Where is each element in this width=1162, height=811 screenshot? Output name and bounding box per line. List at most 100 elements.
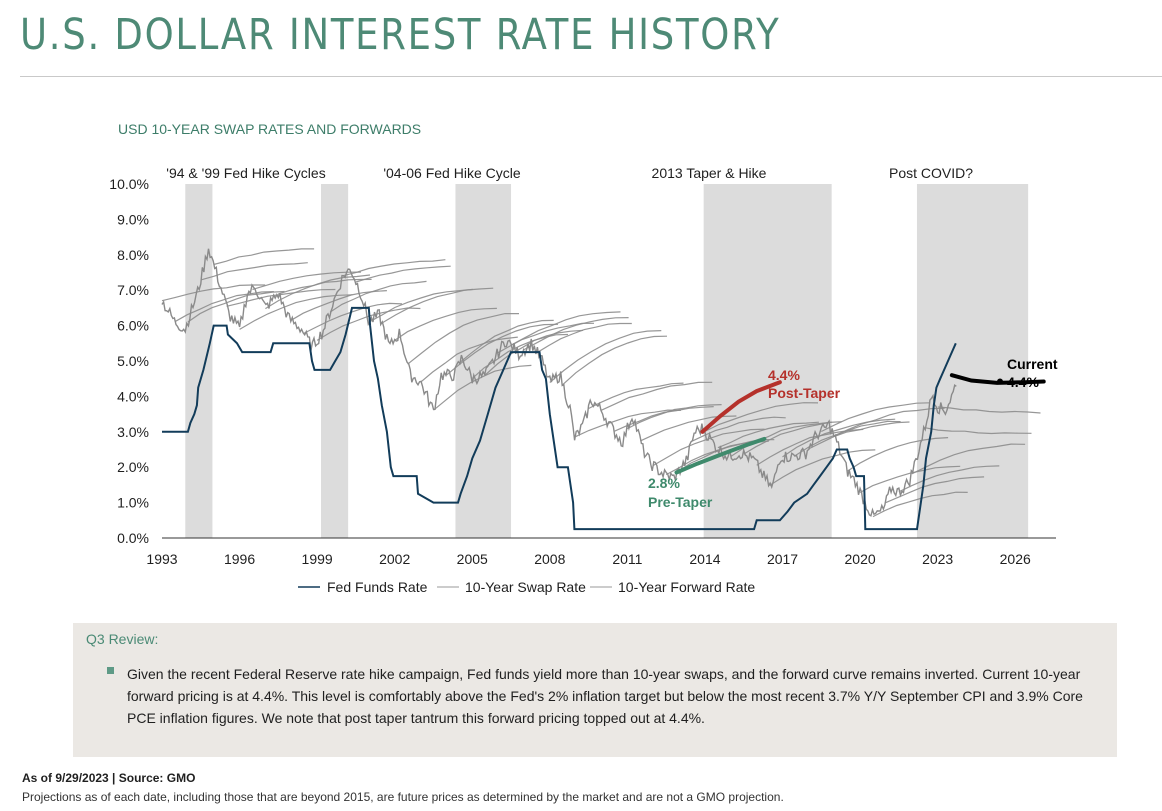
rate-history-chart: '94 & '99 Fed Hike Cycles '04-06 Fed Hike…	[109, 165, 1058, 595]
x-tick-label: 1993	[146, 551, 177, 567]
y-tick-label: 1.0%	[117, 495, 149, 511]
forward-curve-32	[575, 409, 681, 438]
current-endpoint-dot	[997, 378, 1003, 385]
forward-curve-47	[769, 449, 876, 486]
forward-curve-56	[885, 476, 985, 504]
y-tick-label: 2.0%	[117, 459, 149, 475]
x-tick-label: 2002	[379, 551, 410, 567]
swap-rate-series	[161, 248, 957, 517]
highlight-line-current	[949, 373, 1046, 385]
x-tick-label: 2011	[612, 551, 642, 567]
forward-curve-17	[381, 287, 494, 324]
forward-curve-15	[355, 265, 451, 283]
forward-curves	[161, 248, 1041, 518]
forward-curve-9	[278, 278, 372, 295]
forward-curve-25	[484, 329, 584, 376]
forward-curve-43	[717, 421, 819, 449]
forward-curve-55	[872, 491, 968, 518]
x-tick-label: 1996	[224, 551, 255, 567]
fed-funds-series	[162, 306, 957, 531]
forward-curve-45	[743, 421, 842, 455]
forward-curve-57	[898, 465, 1000, 493]
forward-curve-48	[782, 418, 896, 458]
forward-curve-18	[394, 307, 497, 341]
forward-curve-50	[808, 421, 910, 450]
forward-curve-27	[510, 311, 621, 346]
forward-curve-58	[911, 443, 1026, 475]
forward-curve-60	[937, 406, 1041, 414]
forward-curve-4	[213, 248, 315, 266]
review-text: Given the recent Federal Reserve rate hi…	[127, 666, 1083, 726]
forward-curve-29	[536, 322, 632, 354]
y-tick-label: 9.0%	[117, 211, 149, 227]
forward-curve-23	[458, 319, 554, 364]
forward-curve-33	[588, 382, 684, 410]
forward-curve-54	[859, 465, 961, 494]
q3-review-panel: Q3 Review: Given the recent Federal Rese…	[73, 623, 1117, 757]
page-title: U.S. DOLLAR INTEREST RATE HISTORY	[20, 10, 781, 60]
forward-curve-6	[239, 294, 353, 330]
highlight-line-pre_taper	[674, 436, 767, 475]
title-divider	[20, 76, 1162, 77]
footnote: Projections as of each date, including t…	[22, 790, 784, 804]
x-tick-label: 2023	[922, 551, 953, 567]
x-tick-label: 2014	[689, 551, 720, 567]
forward-curve-36	[627, 404, 722, 430]
legend: Fed Funds Rate 10-Year Swap Rate 10-Year…	[298, 579, 755, 595]
chart-subtitle: USD 10-YEAR SWAP RATES AND FORWARDS	[118, 121, 422, 137]
x-tick-label: 2008	[534, 551, 565, 567]
shade-label-1: '04-06 Fed Hike Cycle	[383, 165, 521, 181]
legend-swap-label: 10-Year Swap Rate	[465, 579, 586, 595]
pre-taper-value: 2.8%	[648, 475, 680, 491]
current-label: Current	[1007, 356, 1058, 372]
post-taper-value: 4.4%	[768, 367, 800, 383]
forward-curve-0	[161, 284, 266, 302]
y-tick-label: 6.0%	[117, 318, 149, 334]
x-tick-label: 2020	[845, 551, 876, 567]
forward-curve-20	[420, 336, 518, 383]
shaded-periods: '94 & '99 Fed Hike Cycles '04-06 Fed Hike…	[166, 165, 1029, 538]
source-line: As of 9/29/2023 | Source: GMO	[22, 771, 196, 785]
forward-curve-28	[523, 317, 629, 351]
forward-curve-30	[549, 330, 662, 383]
bullet-square-icon	[107, 667, 114, 674]
forward-curve-2	[187, 290, 285, 323]
forward-curve-13	[329, 280, 427, 313]
x-tick-label: 2026	[1000, 551, 1031, 567]
highlight-line-post_taper	[700, 380, 782, 434]
y-tick-label: 8.0%	[117, 247, 149, 263]
forward-curve-41	[691, 416, 786, 442]
x-tick-label: 2017	[767, 551, 798, 567]
forward-curve-14	[342, 259, 446, 277]
forward-curve-22	[446, 323, 559, 376]
forward-curve-51	[821, 402, 931, 433]
shade-label-3: Post COVID?	[889, 165, 973, 181]
forward-curve-42	[704, 402, 819, 432]
forward-curve-19	[407, 313, 519, 365]
forward-curve-31	[562, 335, 668, 386]
legend-forward-label: 10-Year Forward Rate	[618, 579, 755, 595]
forward-curve-21	[433, 364, 532, 411]
forward-curve-11	[303, 302, 403, 334]
y-tick-label: 0.0%	[117, 530, 149, 546]
forward-curve-59	[924, 427, 1032, 435]
shade-label-2: 2013 Taper & Hike	[652, 165, 767, 181]
annotations: 4.4% Post-Taper 2.8% Pre-Taper Current 4.4%	[648, 356, 1058, 510]
shaded-period-0	[185, 184, 213, 538]
axes: 0.0% 1.0% 2.0% 3.0% 4.0% 5.0% 6.0% 7.0% 8.0% 9.0%…	[109, 176, 1056, 567]
forward-curve-7	[252, 271, 361, 291]
review-heading: Q3 Review:	[86, 631, 159, 647]
highlight-forwards	[674, 373, 1046, 475]
x-tick-label: 1999	[302, 551, 333, 567]
legend-fed-label: Fed Funds Rate	[327, 579, 428, 595]
forward-curve-16	[368, 288, 473, 323]
shaded-period-4	[916, 184, 1029, 538]
forward-curve-49	[795, 420, 901, 457]
fed-funds-line	[162, 306, 957, 531]
current-value: 4.4%	[1007, 374, 1039, 390]
forward-curve-34	[601, 381, 713, 411]
swap-rate-line	[161, 248, 957, 517]
post-taper-label: Post-Taper	[768, 385, 841, 401]
y-tick-label: 4.0%	[117, 388, 149, 404]
forward-curve-1	[174, 291, 274, 323]
